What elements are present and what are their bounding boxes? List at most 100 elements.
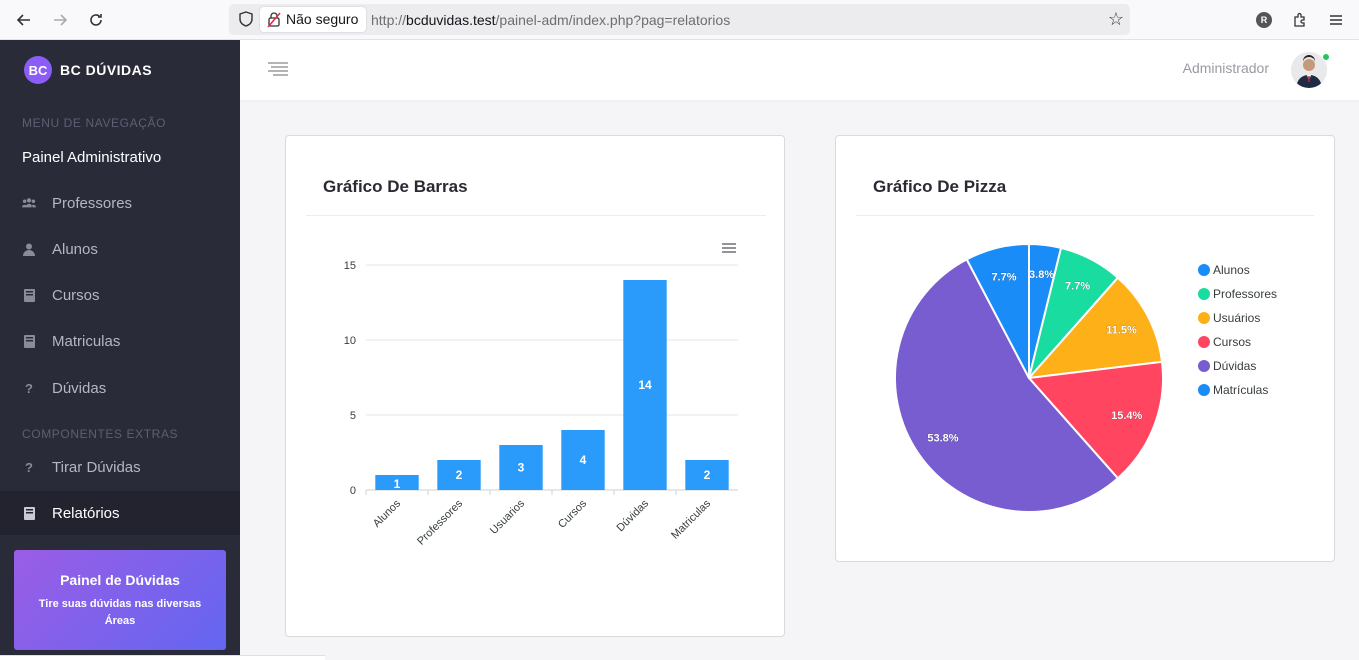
reload-icon[interactable] bbox=[84, 8, 108, 32]
sidebar-item-relatorios[interactable]: Relatórios bbox=[0, 491, 240, 535]
y-tick-label: 15 bbox=[344, 260, 356, 272]
sidebar-item-professores[interactable]: Professores bbox=[0, 181, 240, 225]
bar[interactable] bbox=[437, 460, 481, 490]
url-prefix: http:// bbox=[371, 12, 407, 28]
promo-title: Painel de Dúvidas bbox=[60, 572, 180, 588]
back-icon[interactable] bbox=[12, 8, 36, 32]
pie-data-label: 7.7% bbox=[1065, 280, 1090, 292]
legend-label[interactable]: Professores bbox=[1213, 287, 1277, 301]
bar-chart: 0 5 10 15 1 Alunos 2 Professores 3 Usuarios 4 Curso… bbox=[344, 260, 738, 548]
bar-data-label: 14 bbox=[638, 378, 652, 392]
sidebar-item-alunos[interactable]: Alunos bbox=[0, 227, 240, 271]
x-tick-label: Alunos bbox=[371, 497, 404, 530]
url-text[interactable]: http://bcduvidas.test/painel-adm/index.p… bbox=[371, 12, 730, 28]
pie-data-label: 11.5% bbox=[1106, 324, 1137, 336]
status-bar bbox=[0, 655, 325, 660]
legend-marker[interactable] bbox=[1198, 264, 1210, 276]
sidebar-item-tirar-duvidas[interactable]: ? Tirar Dúvidas bbox=[0, 445, 240, 489]
bar[interactable] bbox=[375, 475, 419, 490]
sidebar-item-label: Tirar Dúvidas bbox=[52, 458, 141, 476]
bar-data-label: 1 bbox=[394, 477, 401, 491]
promo-text: Tire suas dúvidas nas diversas Áreas bbox=[38, 598, 202, 627]
pie-data-label: 3.8% bbox=[1029, 269, 1054, 281]
legend-marker[interactable] bbox=[1198, 360, 1210, 372]
bar-data-label: 3 bbox=[518, 461, 525, 475]
not-secure-badge[interactable]: Não seguro bbox=[260, 7, 367, 32]
sidebar-item-label: Dúvidas bbox=[52, 379, 107, 397]
book-icon bbox=[22, 506, 36, 520]
y-tick-label: 5 bbox=[350, 410, 356, 422]
sidebar-item-label: Alunos bbox=[52, 240, 98, 258]
address-bar[interactable]: Não seguro http://bcduvidas.test/painel-… bbox=[229, 4, 1130, 35]
sidebar-item-cursos[interactable]: Cursos bbox=[0, 273, 240, 317]
card-divider bbox=[856, 215, 1314, 216]
pie-slice[interactable] bbox=[1026, 360, 1164, 480]
avatar[interactable] bbox=[1291, 52, 1327, 88]
pie-slice[interactable] bbox=[1026, 276, 1164, 380]
legend-marker[interactable] bbox=[1198, 384, 1210, 396]
profile-icon[interactable]: R bbox=[1252, 8, 1276, 32]
legend-label[interactable]: Alunos bbox=[1213, 263, 1250, 277]
pie-chart: 3.8% 7.7% 11.5% 15.4% 53.8% 7.7% Alunos Profess… bbox=[894, 242, 1277, 513]
legend-label[interactable]: Cursos bbox=[1213, 335, 1251, 349]
legend-marker[interactable] bbox=[1198, 312, 1210, 324]
sidebar-item-matriculas[interactable]: Matriculas bbox=[0, 319, 240, 363]
pie-slice[interactable] bbox=[965, 242, 1030, 379]
bar-data-label: 2 bbox=[704, 468, 711, 482]
extensions-icon[interactable] bbox=[1288, 8, 1312, 32]
sidebar-item-label: Matriculas bbox=[52, 332, 121, 350]
brand-logo: BC bbox=[24, 56, 52, 84]
promo-card[interactable]: Painel de Dúvidas Tire suas dúvidas nas … bbox=[14, 550, 226, 650]
brand-name: BC DÚVIDAS bbox=[60, 62, 153, 78]
legend-marker[interactable] bbox=[1198, 288, 1210, 300]
legend-marker[interactable] bbox=[1198, 336, 1210, 348]
brand[interactable]: BC BC DÚVIDAS bbox=[24, 56, 152, 84]
question-icon: ? bbox=[25, 380, 33, 396]
forward-icon[interactable] bbox=[48, 8, 72, 32]
legend-label[interactable]: Matrículas bbox=[1213, 383, 1268, 397]
x-tick-label: Cursos bbox=[556, 497, 589, 530]
bar-chart-title: Gráfico De Barras bbox=[323, 177, 468, 196]
not-secure-label: Não seguro bbox=[286, 11, 359, 27]
pie-data-label: 53.8% bbox=[927, 432, 958, 444]
bar-data-label: 4 bbox=[580, 453, 587, 467]
sidebar-item-label: Professores bbox=[52, 194, 133, 212]
section-title-nav: MENU DE NAVEGAÇÃO bbox=[22, 116, 166, 130]
browser-toolbar: Não seguro http://bcduvidas.test/painel-… bbox=[0, 0, 1359, 40]
users-icon bbox=[22, 196, 36, 210]
sidebar-item-dashboard[interactable]: Painel Administrativo bbox=[0, 135, 240, 179]
legend-label[interactable]: Usuários bbox=[1213, 311, 1260, 325]
user-icon bbox=[22, 242, 36, 256]
book-icon bbox=[22, 288, 36, 302]
bar[interactable] bbox=[561, 430, 605, 490]
profile-initial: R bbox=[1256, 12, 1272, 28]
url-domain: bcduvidas.test bbox=[406, 12, 496, 28]
sidebar-item-label: Relatórios bbox=[52, 504, 120, 522]
question-icon: ? bbox=[25, 459, 33, 475]
bookmark-star-icon[interactable]: ☆ bbox=[1107, 9, 1124, 29]
url-path: /painel-adm/index.php?pag=relatorios bbox=[495, 12, 731, 28]
insecure-lock-icon bbox=[267, 12, 281, 28]
book-icon bbox=[22, 334, 36, 348]
sidebar-item-duvidas[interactable]: ? Dúvidas bbox=[0, 366, 240, 410]
bar[interactable] bbox=[623, 280, 667, 490]
pie-data-label: 15.4% bbox=[1111, 410, 1142, 422]
shield-icon[interactable] bbox=[237, 10, 255, 28]
chart-menu-icon[interactable] bbox=[722, 243, 736, 253]
app-menu-icon[interactable] bbox=[1324, 8, 1348, 32]
online-status-dot bbox=[1322, 53, 1330, 61]
user-name[interactable]: Administrador bbox=[1182, 60, 1269, 76]
top-header: Administrador bbox=[240, 40, 1359, 100]
bar-chart-card: Gráfico De Barras 0 5 10 15 1 Alunos 2 Professo… bbox=[285, 135, 785, 637]
x-tick-label: Matriculas bbox=[669, 497, 713, 541]
pie-slice[interactable] bbox=[894, 257, 1120, 513]
bar-data-label: 2 bbox=[456, 468, 463, 482]
y-tick-label: 10 bbox=[344, 335, 356, 347]
bar[interactable] bbox=[685, 460, 729, 490]
y-tick-label: 0 bbox=[350, 485, 356, 497]
sidebar-item-label: Cursos bbox=[52, 286, 100, 304]
pie-chart-title: Gráfico De Pizza bbox=[873, 177, 1007, 196]
bar[interactable] bbox=[499, 445, 543, 490]
legend-label[interactable]: Dúvidas bbox=[1213, 359, 1256, 373]
hamburger-menu-icon[interactable] bbox=[268, 62, 288, 76]
